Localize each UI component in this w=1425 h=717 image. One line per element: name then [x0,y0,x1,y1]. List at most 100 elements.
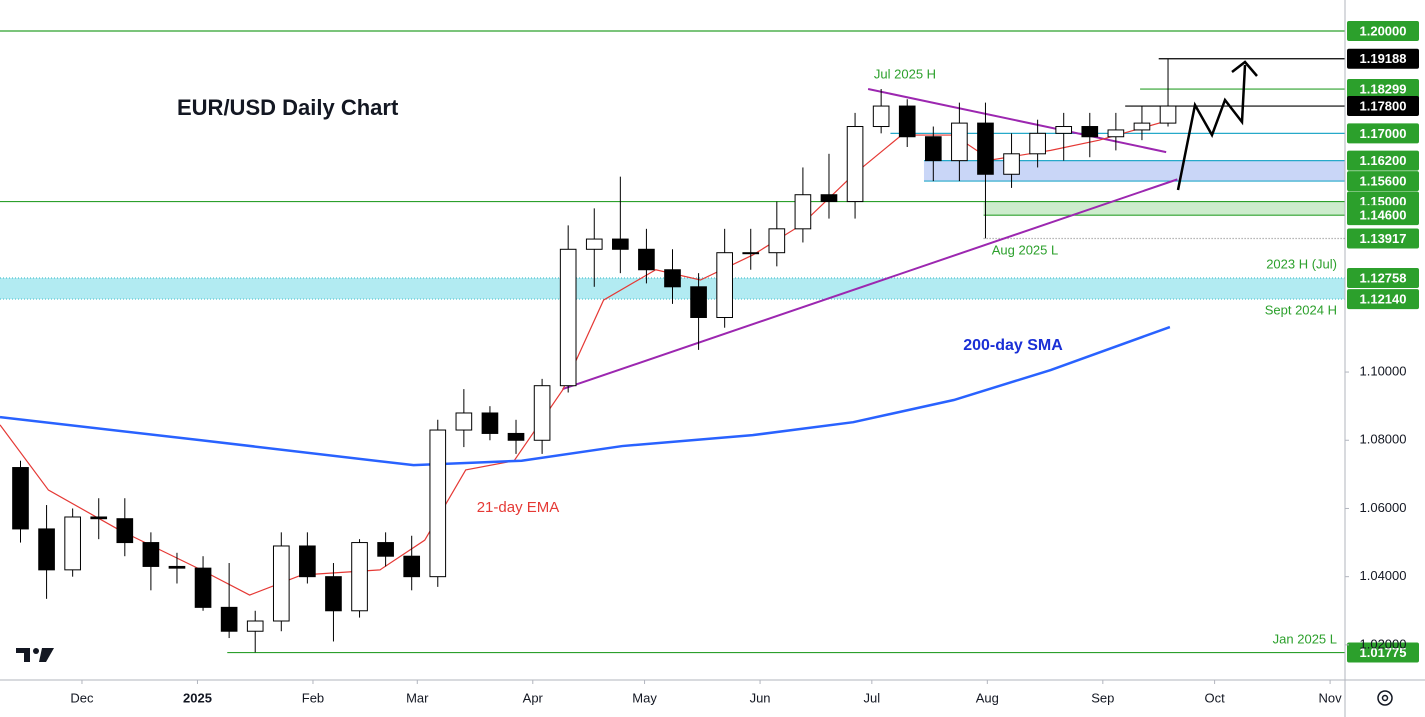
candle-body [559,248,577,387]
annotation: Jan 2025 L [1273,631,1337,646]
candle-body [977,122,994,175]
price-label: 1.12140 [1360,292,1407,307]
candle-body [272,545,290,622]
price-label: 1.19188 [1360,51,1407,66]
tradingview-logo [16,648,54,662]
annotation: Jul 2025 H [874,66,936,81]
y-tick-label: 1.10000 [1360,363,1407,378]
annotation: 2023 H (Jul) [1266,256,1337,271]
ma-line [0,325,1171,467]
candle-body [1029,132,1046,155]
x-tick-label: Nov [1319,690,1343,705]
price-label-bg [1347,21,1419,42]
candle-body [12,467,29,530]
candle-body [924,136,942,162]
x-tick-label: Feb [302,690,324,705]
candle-body [742,252,760,255]
y-tick-label: 1.04000 [1360,568,1407,583]
candle-body [1133,122,1151,131]
x-tick-label: Jul [864,690,881,705]
price-label-bg [1347,123,1419,144]
projection-arrow [1176,64,1247,191]
price-label-bg [1347,289,1419,310]
plot [0,30,1345,654]
candle-body [1159,105,1177,124]
y-tick-label: 1.08000 [1360,432,1407,447]
price-label-bg [1347,171,1419,192]
x-tick-label: Jun [750,690,771,705]
price-label-bg [1347,205,1419,226]
price-label-bg [1347,48,1419,69]
candle-body [846,126,864,203]
x-tick-label: Sep [1091,690,1114,705]
y-tick-label: 1.02000 [1360,636,1407,651]
candle-body [1055,126,1073,134]
candle-body [142,542,160,567]
x-tick-label: Apr [523,690,544,705]
price-label-bg [1347,642,1419,663]
candle-body [325,576,342,612]
x-tick-label: Oct [1204,690,1225,705]
y-tick-label: 1.06000 [1360,500,1407,515]
candle-body [690,286,707,318]
settings-icon[interactable] [1377,690,1393,706]
annotation: 200-day SMA [963,337,1063,354]
x-tick-label: May [632,690,657,705]
price-label: 1.20000 [1360,23,1407,38]
price-label-bg [1347,150,1419,171]
candle-body [246,620,264,632]
candle-body [90,516,108,520]
price-zone [923,160,1345,182]
candle-body [64,516,81,571]
candle-body [220,606,238,632]
candle-body [872,105,890,128]
candle-body [1081,126,1099,138]
price-label-bg [1347,228,1419,249]
candle-body [533,385,551,441]
price-label: 1.18299 [1360,81,1407,96]
chart-title: EUR/USD Daily Chart [177,95,399,120]
candle-body [168,565,186,569]
price-label-bg [1347,79,1419,100]
candle-body [455,412,473,431]
candle-body [481,412,499,434]
candle-body [664,269,681,288]
price-label: 1.12758 [1360,270,1407,285]
price-label: 1.16200 [1360,153,1407,168]
candle-body [638,248,655,271]
candle-body [716,252,733,318]
candle-body [116,518,134,544]
price-label: 1.13917 [1360,231,1407,246]
candle-body [1107,129,1125,138]
annotation: Aug 2025 L [992,242,1059,257]
x-tick-label: 2025 [183,690,212,705]
candle-body [38,528,55,571]
candle-body [768,228,786,254]
price-label: 1.15600 [1360,174,1407,189]
candle-body [429,429,447,578]
x-tick-label: Mar [406,690,429,705]
price-zone [983,201,1345,216]
candle-body [612,238,629,250]
candle-body [820,194,838,203]
projection-arrowhead [1231,60,1258,77]
candle-body [403,555,421,578]
price-label: 1.01775 [1360,645,1407,660]
price-label: 1.17000 [1360,126,1407,141]
candle-body [1003,153,1020,175]
x-tick-label: Aug [976,690,999,705]
price-label-bg [1347,96,1419,117]
x-tick-label: Dec [70,690,94,705]
candle-body [299,545,316,578]
candle-body [377,542,394,557]
annotation: Sept 2024 H [1265,302,1337,317]
price-label: 1.14600 [1360,208,1407,223]
candle-body [194,567,212,608]
price-label: 1.17800 [1360,98,1407,113]
trendline [562,178,1178,391]
candle-body [794,194,812,230]
trendline [867,88,1167,154]
candle-body [351,542,368,612]
